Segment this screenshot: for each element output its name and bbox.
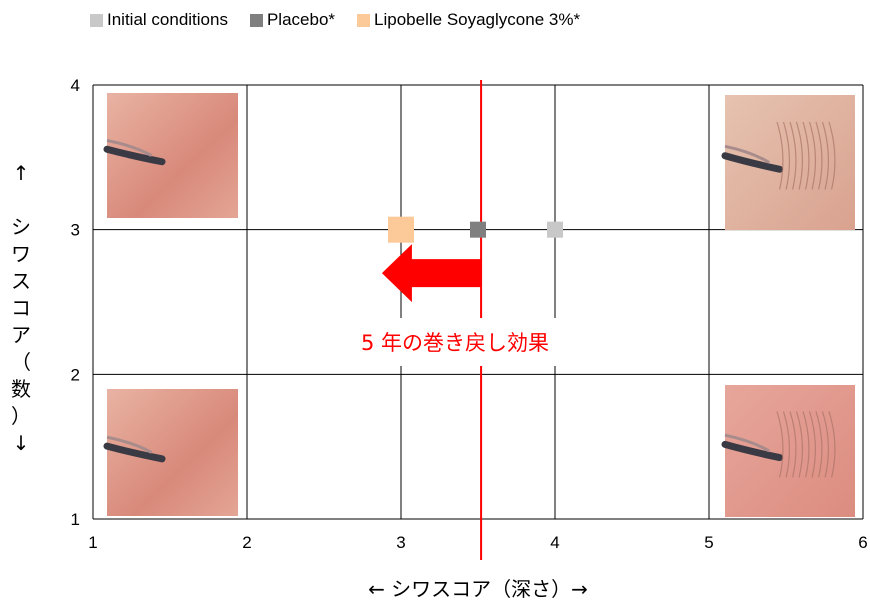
skin-photo-bottom-right xyxy=(721,385,855,517)
data-point-initial xyxy=(547,221,563,238)
legend-item-initial: Initial conditions xyxy=(90,10,228,30)
y-axis-label: ↑ シワスコア （ 数 ） ↓ xyxy=(8,160,34,457)
grid-lines xyxy=(92,84,864,520)
wrinkle-line xyxy=(802,411,810,478)
annotation-background xyxy=(325,318,585,366)
wrinkle-line xyxy=(782,411,791,478)
y-axis-label-char: 数 xyxy=(11,377,31,401)
skin-photos xyxy=(103,93,855,517)
wrinkle-line xyxy=(789,121,797,190)
y-tick-label: 1 xyxy=(71,510,80,529)
legend-swatch-placebo xyxy=(249,13,263,27)
y-tick-label: 3 xyxy=(71,221,80,240)
wrinkle-line xyxy=(795,411,804,478)
wrinkle-line xyxy=(802,121,810,190)
wrinkle-line xyxy=(808,411,817,478)
skin-photo-top-left xyxy=(103,93,238,218)
y-axis-label-char: ） xyxy=(11,404,31,428)
wrinkle-line xyxy=(828,121,836,190)
wrinkle-line xyxy=(821,411,830,478)
annotation-text: 5 年の巻き戻し効果 xyxy=(361,331,549,355)
legend-swatch-lipobelle xyxy=(357,13,371,27)
wrinkle-line xyxy=(808,121,817,190)
x-tick-label: 6 xyxy=(858,533,867,552)
y-tick-label: 4 xyxy=(71,76,80,95)
wrinkle-line xyxy=(795,121,804,190)
x-tick-label: 5 xyxy=(704,533,713,552)
y-axis-label-char: コ xyxy=(11,296,31,320)
y-axis-label-char: ワ xyxy=(11,242,31,266)
wrinkle-line xyxy=(815,121,823,190)
wrinkle-line xyxy=(776,411,784,478)
eye-shape xyxy=(103,145,166,166)
eyelid-shape xyxy=(106,139,153,157)
legend-item-lipobelle: Lipobelle Soyaglycone 3%* xyxy=(357,10,580,30)
wrinkle-line xyxy=(776,121,784,190)
y-axis-label-char: ス xyxy=(11,269,31,293)
legend-label-initial: Initial conditions xyxy=(107,10,228,29)
data-point-placebo xyxy=(470,221,486,238)
eyelid-shape xyxy=(106,435,153,454)
eye-shape xyxy=(721,152,784,173)
wrinkle-line xyxy=(821,121,830,190)
wrinkle-line xyxy=(828,411,836,478)
y-axis-label-char: ↑ xyxy=(12,161,30,185)
skin-photo-bottom-left xyxy=(103,389,238,516)
skin-photo-top-right xyxy=(721,95,855,230)
x-tick-label: 3 xyxy=(396,533,405,552)
x-tick-label: 2 xyxy=(242,533,251,552)
y-axis-label-char: ↓ xyxy=(12,431,30,455)
data-point-lipobelle xyxy=(388,216,414,243)
x-axis-label: ← シワスコア（深さ）→ xyxy=(368,577,588,601)
y-tick-label: 2 xyxy=(71,365,80,384)
legend-label-lipobelle: Lipobelle Soyaglycone 3%* xyxy=(374,10,581,29)
legend: Initial conditions Placebo* Lipobelle So… xyxy=(90,10,602,30)
legend-label-placebo: Placebo* xyxy=(266,10,336,29)
y-axis-label-char: シ xyxy=(11,215,31,239)
legend-item-placebo: Placebo* xyxy=(249,10,336,30)
left-arrow xyxy=(381,244,482,303)
y-axis-label-char: ア xyxy=(11,323,31,347)
eyelid-shape xyxy=(724,433,770,453)
wrinkle-line xyxy=(815,411,823,478)
eyelid-shape xyxy=(724,144,770,164)
x-tick-label: 1 xyxy=(88,533,97,552)
x-tick-label: 4 xyxy=(550,533,559,552)
y-axis-label-char: （ xyxy=(11,350,31,374)
wrinkle-line xyxy=(782,121,791,190)
eye-shape xyxy=(103,442,166,463)
wrinkle-line xyxy=(789,411,797,478)
eye-shape xyxy=(721,440,784,462)
legend-swatch-initial xyxy=(90,13,103,27)
